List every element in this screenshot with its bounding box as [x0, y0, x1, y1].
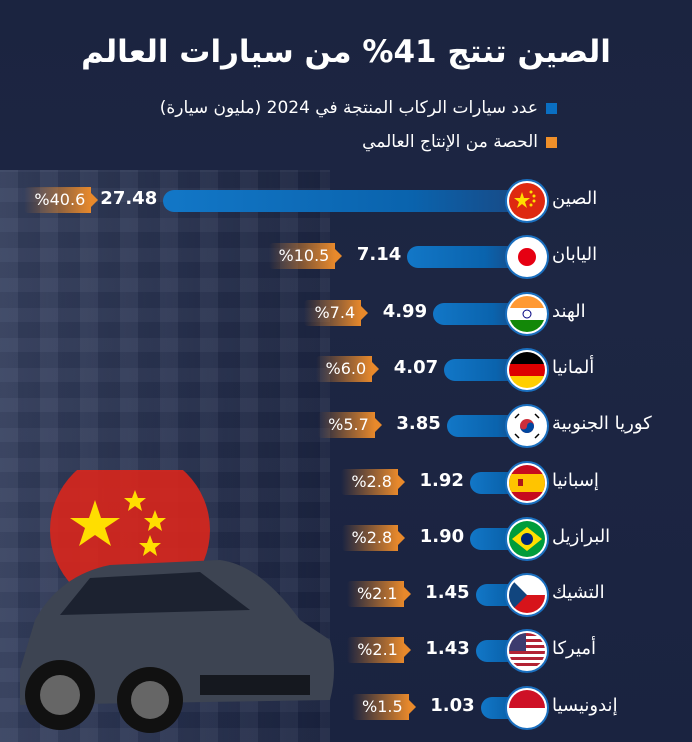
- category-label: أميركا: [552, 638, 597, 660]
- category-label: إسبانيا: [552, 469, 599, 491]
- category-label: ألمانيا: [552, 356, 595, 378]
- value-label: 4.99: [382, 300, 428, 322]
- category-label: التشيك: [552, 582, 605, 604]
- bar-row: الصين 27.48 %40.6: [0, 180, 692, 221]
- category-label: كوريا الجنوبية: [552, 413, 652, 435]
- flag-br-icon: [507, 518, 547, 559]
- value-label: 1.45: [425, 582, 470, 604]
- bar: [469, 471, 519, 494]
- car-illustration: [20, 470, 334, 733]
- value-label: 1.92: [419, 469, 464, 491]
- bar-row: اليابان 7.14 %10.5: [0, 236, 692, 278]
- bar-row: أميركا 1.43 %2.1: [0, 630, 692, 672]
- bar-row: البرازيل 1.90 %2.8: [0, 518, 692, 559]
- flag-de-icon: [507, 349, 547, 390]
- category-label: الهند: [552, 300, 586, 322]
- category-label: الصين: [552, 188, 598, 209]
- bar: [446, 415, 519, 438]
- flag-kr-icon: [507, 406, 547, 447]
- chart-title: الصين تنتج 41% من سيارات العالم: [81, 34, 611, 70]
- bar-row: الهند 4.99 %7.4: [0, 293, 692, 334]
- bar-row: إندونيسيا 1.03 %1.5: [0, 687, 692, 728]
- bar-row: ألمانيا 4.07 %6.0: [0, 349, 692, 390]
- flag-jp-icon: [507, 237, 547, 278]
- bar-row: التشيك 1.45 %2.1: [0, 574, 692, 616]
- flag-us-icon: [507, 631, 547, 672]
- value-label: 1.90: [419, 525, 465, 547]
- category-label: اليابان: [552, 244, 598, 266]
- value-label: 1.43: [425, 638, 470, 660]
- legend-swatch-orange: [546, 136, 557, 148]
- share-label: %40.6: [24, 187, 99, 213]
- share-label: %1.5: [351, 693, 416, 720]
- bar-row: إسبانيا 1.92 %2.8: [0, 462, 692, 503]
- value-label: 4.07: [393, 356, 439, 378]
- share-label: %2.1: [346, 581, 411, 608]
- legend-label: عدد سيارات الركاب المنتجة في 2024 (مليون…: [159, 98, 538, 118]
- bar: [470, 527, 519, 550]
- value-label: 27.48: [100, 188, 158, 209]
- share-label: %2.8: [341, 524, 405, 551]
- share-label: %7.4: [304, 299, 368, 326]
- share-label: %10.5: [268, 243, 343, 270]
- flag-in-icon: [507, 293, 547, 334]
- legend-label: الحصة من الإنتاج العالمي: [362, 132, 538, 152]
- flag-cz-icon: [507, 575, 547, 616]
- bar-row: كوريا الجنوبية 3.85 %5.7: [0, 405, 692, 447]
- legend-item-share: الحصة من الإنتاج العالمي: [362, 132, 557, 152]
- value-label: 3.85: [396, 413, 441, 435]
- share-label: %2.8: [341, 468, 405, 495]
- flag-id-icon: [507, 687, 547, 728]
- bar: [433, 302, 519, 325]
- value-label: 1.03: [430, 694, 475, 716]
- category-label: إندونيسيا: [552, 694, 618, 716]
- bar: [444, 358, 519, 381]
- bar: [163, 190, 519, 212]
- bar: [407, 246, 519, 269]
- share-label: %6.0: [315, 355, 379, 382]
- flag-es-icon: [507, 462, 547, 503]
- category-label: البرازيل: [552, 525, 611, 547]
- flag-cn-icon: [507, 181, 547, 221]
- share-label: %5.7: [318, 412, 382, 439]
- value-label: 7.14: [356, 244, 402, 266]
- legend-swatch-blue: [546, 102, 557, 114]
- share-label: %2.1: [347, 637, 411, 664]
- legend-item-production: عدد سيارات الركاب المنتجة في 2024 (مليون…: [160, 98, 557, 118]
